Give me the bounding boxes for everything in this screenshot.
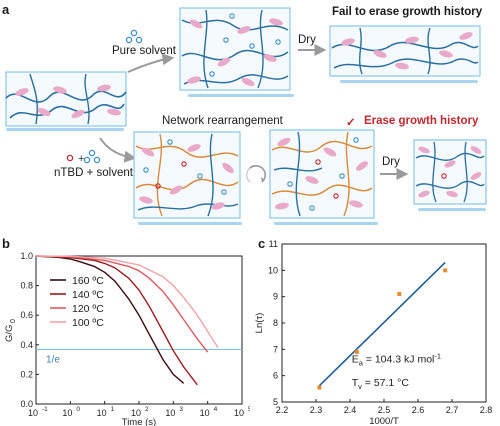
x-tick-label: 10 xyxy=(28,408,38,418)
legend-label: 120 ºC xyxy=(72,303,104,315)
y-tick-label: 9 xyxy=(273,292,278,302)
y-tick-label: 5 xyxy=(273,397,278,407)
x-tick-exponent: 2 xyxy=(145,406,149,413)
solvent-icon-top xyxy=(125,29,143,44)
plot-frame xyxy=(35,255,243,405)
series-line xyxy=(35,255,198,386)
data-point xyxy=(443,268,448,273)
y-tick-label: 0.0 xyxy=(20,399,33,409)
x-axis-label: Time (s) xyxy=(122,417,156,426)
x-tick-exponent: -1 xyxy=(42,406,48,413)
x-tick-label: 2.3 xyxy=(310,405,323,415)
arrhenius-chart: 5 6 7 8 9 10 11 2.2 2.3 2.4 2.5 2.6 2.7 2.8 Ea = 104.3… xyxy=(254,239,493,426)
x-tick-exponent: 3 xyxy=(179,406,183,413)
check-mark-icon: ✓ xyxy=(346,117,356,129)
dried-network-top xyxy=(329,25,481,83)
reference-label: 1/e xyxy=(46,355,60,366)
x-tick-label: 2.7 xyxy=(446,405,459,415)
network-rearrangement-label: Network rearrangement xyxy=(162,115,283,127)
y-tick-label: 0.4 xyxy=(20,340,33,350)
panel-b-letter: b xyxy=(2,236,10,251)
x-tick-label: 10 xyxy=(131,408,141,418)
start-network xyxy=(5,71,127,131)
activation-energy-label: Ea = 104.3 kJ mol-1 xyxy=(352,352,441,368)
svg-text:+: + xyxy=(78,153,84,165)
pure-solvent-label: Pure solvent xyxy=(112,45,176,57)
rearrangement-network-1 xyxy=(133,131,242,225)
y-tick-label: 6 xyxy=(273,371,278,381)
swollen-network-top xyxy=(179,7,294,97)
erase-outcome-label: Erase growth history xyxy=(364,115,479,127)
x-axis-label: 1000/T xyxy=(369,416,399,426)
data-point xyxy=(397,292,402,297)
dried-network-bottom xyxy=(413,139,487,211)
x-tick-label: 10 xyxy=(234,408,244,418)
y-tick-label: 0.2 xyxy=(20,369,33,379)
y-tick-label: 0.6 xyxy=(20,310,33,320)
data-point xyxy=(317,385,322,390)
series-line xyxy=(35,255,185,384)
fail-outcome-label: Fail to erase growth history xyxy=(332,6,483,18)
x-tick-label: 10 xyxy=(165,408,175,418)
data-point xyxy=(354,349,359,354)
x-tick-exponent: 4 xyxy=(214,406,218,413)
legend-label: 100 ºC xyxy=(72,317,104,329)
x-tick-label: 2.4 xyxy=(344,405,357,415)
y-tick-label: 7 xyxy=(273,344,278,354)
topology-freezing-temperature-label: Tv = 57.1 °C xyxy=(352,377,410,391)
x-tick-label: 2.5 xyxy=(378,405,391,415)
panel-a-schematic: + xyxy=(5,7,487,225)
panel-a-letter: a xyxy=(2,2,10,17)
y-tick-label: 0.8 xyxy=(20,281,33,291)
arrow-to-pure-solvent xyxy=(127,53,175,73)
dry-label-bottom: Dry xyxy=(382,156,400,168)
ntbd-icon: + xyxy=(66,149,101,165)
arrow-to-ntbd xyxy=(99,137,137,163)
panel-c-letter: c xyxy=(258,236,266,251)
dry-label-top: Dry xyxy=(298,34,316,46)
legend-label: 160 ºC xyxy=(72,275,104,287)
x-tick-label: 10 xyxy=(97,408,107,418)
y-axis-label-subscript: 0 xyxy=(10,319,17,323)
x-tick-exponent: 5 xyxy=(248,406,250,413)
rearrangement-cycle-icon xyxy=(246,165,266,183)
x-tick-label: 2.8 xyxy=(480,405,493,415)
x-tick-label: 10 xyxy=(200,408,210,418)
x-tick-label: 10 xyxy=(62,408,72,418)
y-tick-label: 11 xyxy=(269,239,278,249)
y-tick-label: 8 xyxy=(273,318,278,328)
ntbd-solvent-label: nTBD + solvent xyxy=(54,167,133,179)
x-tick-label: 2.6 xyxy=(412,405,425,415)
legend-label: 140 ºC xyxy=(72,289,104,301)
y-axis-label-group: G/G 0 xyxy=(4,319,17,342)
x-tick-exponent: 0 xyxy=(76,406,80,413)
series-line xyxy=(35,255,209,353)
series-line xyxy=(35,255,219,349)
fit-line xyxy=(318,261,446,387)
y-axis-label: Ln(τ) xyxy=(254,313,265,334)
relaxation-chart: 0.0 0.2 0.4 0.6 0.8 1.0 10 -1 10 0 10 1 10 2 10 3 10 4 10 5… xyxy=(4,251,250,426)
y-tick-label: 10 xyxy=(268,265,278,275)
x-tick-exponent: 1 xyxy=(111,406,115,413)
y-axis-label: G/G xyxy=(4,325,15,342)
x-tick-label: 2.2 xyxy=(276,405,289,415)
rearrangement-network-2 xyxy=(269,129,378,225)
y-tick-label: 1.0 xyxy=(20,251,33,261)
